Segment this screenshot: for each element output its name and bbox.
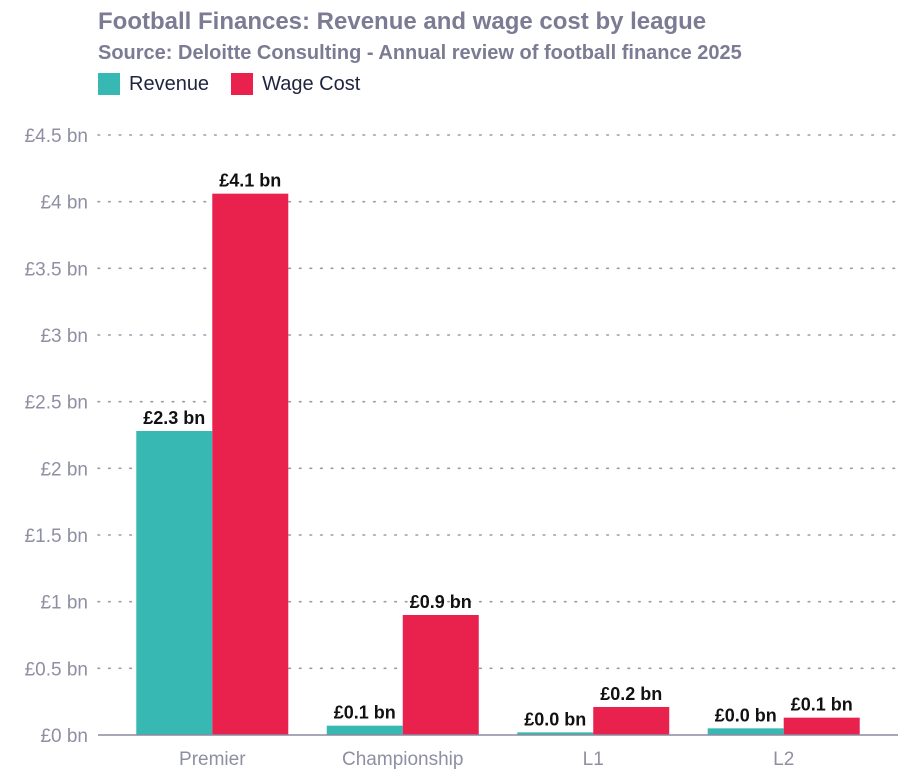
chart-title: Football Finances: Revenue and wage cost… <box>98 8 707 35</box>
x-tick-label: Premier <box>179 749 246 770</box>
chart-subtitle: Source: Deloitte Consulting - Annual rev… <box>98 42 742 64</box>
legend-swatch-revenue <box>98 73 120 95</box>
legend-label-revenue: Revenue <box>129 72 210 95</box>
y-tick-label: £3.5 bn <box>25 259 88 280</box>
y-tick-label: £4.5 bn <box>25 126 88 147</box>
legend-label-wage-cost: Wage Cost <box>262 72 361 95</box>
bar-value-label: £0.0 bn <box>524 709 586 729</box>
y-tick-label: £0 bn <box>40 726 88 747</box>
bar-value-label: £0.1 bn <box>334 703 396 723</box>
bars <box>136 193 860 735</box>
bar-value-label: £0.2 bn <box>600 684 662 704</box>
x-tick-label: Championship <box>342 749 463 770</box>
legend-item-wage-cost[interactable]: Wage Cost <box>231 73 360 96</box>
y-tick-label: £4 bn <box>40 193 88 214</box>
y-tick-label: £2 bn <box>40 459 88 480</box>
y-tick-label: £2.5 bn <box>25 393 88 414</box>
bar-wage-cost-premier[interactable] <box>212 193 289 735</box>
bar-revenue-championship[interactable] <box>326 725 403 735</box>
bar-revenue-l2[interactable] <box>707 728 784 735</box>
chart-header: Football Finances: Revenue and wage cost… <box>98 6 898 96</box>
legend-item-revenue[interactable]: Revenue <box>98 73 209 96</box>
x-tick-label: L2 <box>773 749 794 770</box>
x-tick-label: L1 <box>583 749 604 770</box>
y-tick-label: £1.5 bn <box>25 526 88 547</box>
bar-wage-cost-l2[interactable] <box>783 717 860 735</box>
y-tick-label: £3 bn <box>40 326 88 347</box>
bar-revenue-premier[interactable] <box>136 431 213 735</box>
bar-value-label: £2.3 bn <box>143 408 205 428</box>
bar-wage-cost-l1[interactable] <box>593 707 670 735</box>
x-axis: Premier Championship L1 L2 <box>98 734 898 770</box>
bar-value-label: £0.9 bn <box>410 592 472 612</box>
legend: Revenue Wage Cost <box>98 72 898 96</box>
bar-labels: £2.3 bn £4.1 bn £0.1 bn £0.9 bn £0.0 bn £0.2 … <box>143 171 852 730</box>
y-tick-label: £1 bn <box>40 593 88 614</box>
legend-swatch-wage-cost <box>231 73 254 95</box>
bar-revenue-l1[interactable] <box>517 732 594 735</box>
y-axis: £0 bn £0.5 bn £1 bn £1.5 bn £2 bn £2.5 bn £3 b… <box>25 126 88 747</box>
bar-value-label: £0.1 bn <box>791 695 853 715</box>
y-tick-label: £0.5 bn <box>25 659 88 680</box>
bar-value-label: £4.1 bn <box>219 171 281 191</box>
bar-wage-cost-championship[interactable] <box>402 615 479 735</box>
bar-value-label: £0.0 bn <box>715 705 777 725</box>
